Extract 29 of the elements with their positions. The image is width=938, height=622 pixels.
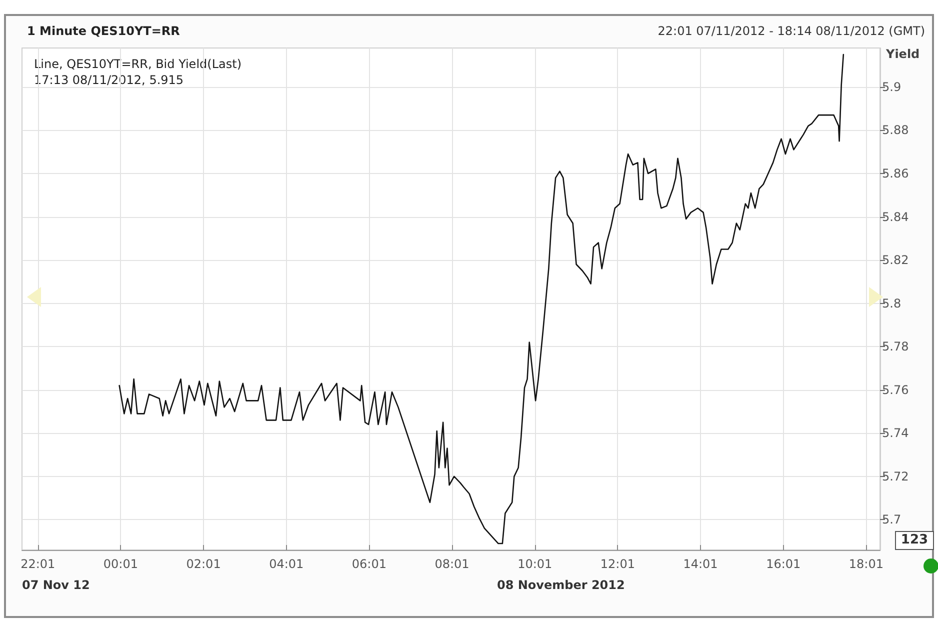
y-tick-label: 5.76 — [882, 382, 909, 397]
y-tick-label: 5.82 — [882, 253, 909, 268]
y-tick-label: 5.7 — [882, 512, 902, 527]
y-tick-label: 5.8 — [882, 296, 902, 310]
x-tick-label: 04:01 — [269, 557, 304, 571]
y-tick-label: 5.88 — [882, 123, 909, 138]
x-tick-label: 12:01 — [600, 557, 635, 571]
x-tick-label: 02:01 — [186, 557, 221, 571]
y-tick-label: 5.74 — [882, 426, 909, 440]
x-tick-label: 00:01 — [103, 557, 138, 571]
x-tick-label: 16:01 — [766, 557, 801, 571]
y-tick-label: 5.86 — [882, 166, 909, 180]
text: 08 November 2012 — [497, 578, 625, 592]
x-tick-label: 06:01 — [352, 557, 386, 571]
text: 07 Nov 12 — [22, 578, 90, 592]
annotation: Line, QES10YT=RR, Bid Yield(Last) — [34, 57, 242, 71]
y-tick-label: 5.84 — [882, 210, 909, 224]
x-tick-label: 10:01 — [518, 557, 552, 571]
y-axis-title: Yield — [885, 47, 920, 61]
y-tick-label: 5.78 — [882, 340, 909, 354]
x-tick-label: 18:01 — [848, 557, 884, 571]
text: 123 — [900, 532, 928, 548]
chart-subtitle: 22:01 07/11/2012 - 18:14 08/11/2012 (GMT) — [658, 24, 926, 38]
y-tick-label: 5.72 — [882, 469, 909, 484]
x-tick-label: 22:01 — [20, 557, 56, 571]
x-tick-label: 14:01 — [683, 557, 718, 571]
chart-title: 1 Minute QES10YT=RR — [27, 24, 180, 38]
x-tick-label: 08:01 — [434, 557, 470, 571]
y-tick-label: 5.9 — [882, 80, 902, 94]
